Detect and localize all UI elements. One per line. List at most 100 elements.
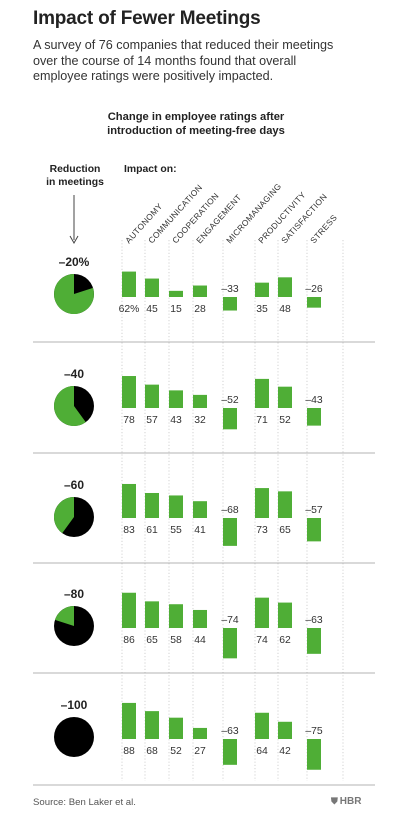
bar — [122, 376, 136, 408]
value-label: –33 — [221, 284, 239, 295]
value-label: 52 — [170, 746, 182, 757]
value-label: –52 — [221, 395, 239, 406]
reduction-label: –80 — [64, 587, 84, 601]
reduction-label: –60 — [64, 478, 84, 492]
value-label: 57 — [146, 415, 158, 426]
bar — [145, 278, 159, 297]
value-label: 45 — [146, 304, 158, 315]
value-label: 28 — [194, 304, 206, 315]
value-label: 61 — [146, 525, 158, 536]
reduction-label: –100 — [61, 698, 88, 712]
bar — [145, 711, 159, 739]
bar — [122, 271, 136, 297]
value-label: 58 — [170, 635, 182, 646]
value-label: 64 — [256, 746, 268, 757]
value-label: –57 — [305, 505, 323, 516]
bar — [145, 601, 159, 628]
bar — [169, 390, 183, 408]
reduction-header: Reduction in meetings — [38, 164, 112, 189]
down-arrow-icon — [69, 235, 79, 245]
value-label: 62 — [279, 635, 291, 646]
value-label: 43 — [170, 415, 182, 426]
reduction-label: –40 — [64, 367, 84, 381]
value-label: 32 — [194, 415, 206, 426]
value-label: –26 — [305, 284, 323, 295]
value-label: 55 — [170, 525, 182, 536]
value-label: –63 — [305, 615, 323, 626]
brand-logo: ⛊ HBR — [331, 796, 361, 807]
value-label: –75 — [305, 726, 323, 737]
value-label: –74 — [221, 615, 239, 626]
value-label: 78 — [123, 415, 135, 426]
bar — [307, 628, 321, 654]
value-label: 65 — [146, 635, 158, 646]
value-label: 73 — [256, 525, 268, 536]
bar — [307, 297, 321, 308]
bar — [255, 488, 269, 518]
bar — [122, 483, 136, 518]
value-label: –43 — [305, 395, 323, 406]
category-label: MICROMANAGING — [224, 181, 283, 245]
bar — [223, 628, 237, 659]
value-label: 44 — [194, 635, 206, 646]
value-label: 41 — [194, 525, 206, 536]
bar — [122, 702, 136, 739]
value-label: 68 — [146, 746, 158, 757]
shield-icon: ⛊ — [331, 796, 338, 806]
category-label: STRESS — [308, 212, 339, 245]
subtitle-line: A survey of 76 companies that reduced th… — [33, 38, 334, 52]
bar — [278, 602, 292, 628]
value-label: 86 — [123, 635, 135, 646]
bar — [255, 712, 269, 739]
reduction-header-line: Reduction — [49, 164, 101, 175]
value-label: 52 — [279, 415, 291, 426]
value-label: 62% — [119, 304, 140, 315]
pie-base — [54, 717, 94, 757]
bar — [193, 609, 207, 628]
chart-title-line: Change in employee ratings after — [107, 111, 285, 123]
value-label: –68 — [221, 505, 239, 516]
bar — [278, 491, 292, 518]
bar — [193, 501, 207, 518]
value-label: 71 — [256, 415, 268, 426]
bar — [255, 597, 269, 628]
pie-wedge — [53, 386, 86, 427]
reduction-header-line: in meetings — [46, 176, 104, 188]
value-label: 15 — [170, 304, 182, 315]
bar — [255, 378, 269, 408]
chart-title-line: introduction of meeting-free days — [107, 125, 285, 137]
value-label: 65 — [279, 525, 291, 536]
pie-wedge — [54, 274, 94, 314]
bar — [278, 277, 292, 297]
bar — [145, 384, 159, 408]
subtitle: A survey of 76 companies that reduced th… — [33, 38, 373, 85]
bar — [223, 739, 237, 765]
bar — [169, 290, 183, 297]
value-label: –63 — [221, 726, 239, 737]
bar — [255, 282, 269, 297]
bar — [307, 739, 321, 770]
bar — [193, 727, 207, 739]
bar — [223, 408, 237, 430]
bar — [169, 717, 183, 739]
value-label: 83 — [123, 525, 135, 536]
chart-title: Change in employee ratings after introdu… — [96, 110, 296, 138]
bar — [307, 408, 321, 426]
bar — [145, 492, 159, 518]
bar — [122, 592, 136, 628]
value-label: 88 — [123, 746, 135, 757]
bar — [278, 386, 292, 408]
bar — [223, 518, 237, 546]
pie-wedge — [54, 606, 74, 626]
subtitle-line: over the course of 14 months found that … — [33, 53, 297, 68]
bar — [169, 495, 183, 518]
bar — [278, 721, 292, 739]
bar — [169, 604, 183, 628]
reduction-label: –20% — [59, 255, 90, 269]
value-label: 74 — [256, 635, 268, 646]
value-label: 42 — [279, 746, 291, 757]
brand-label: HBR — [339, 796, 362, 807]
pie-wedge — [53, 497, 74, 534]
bar — [193, 285, 207, 297]
